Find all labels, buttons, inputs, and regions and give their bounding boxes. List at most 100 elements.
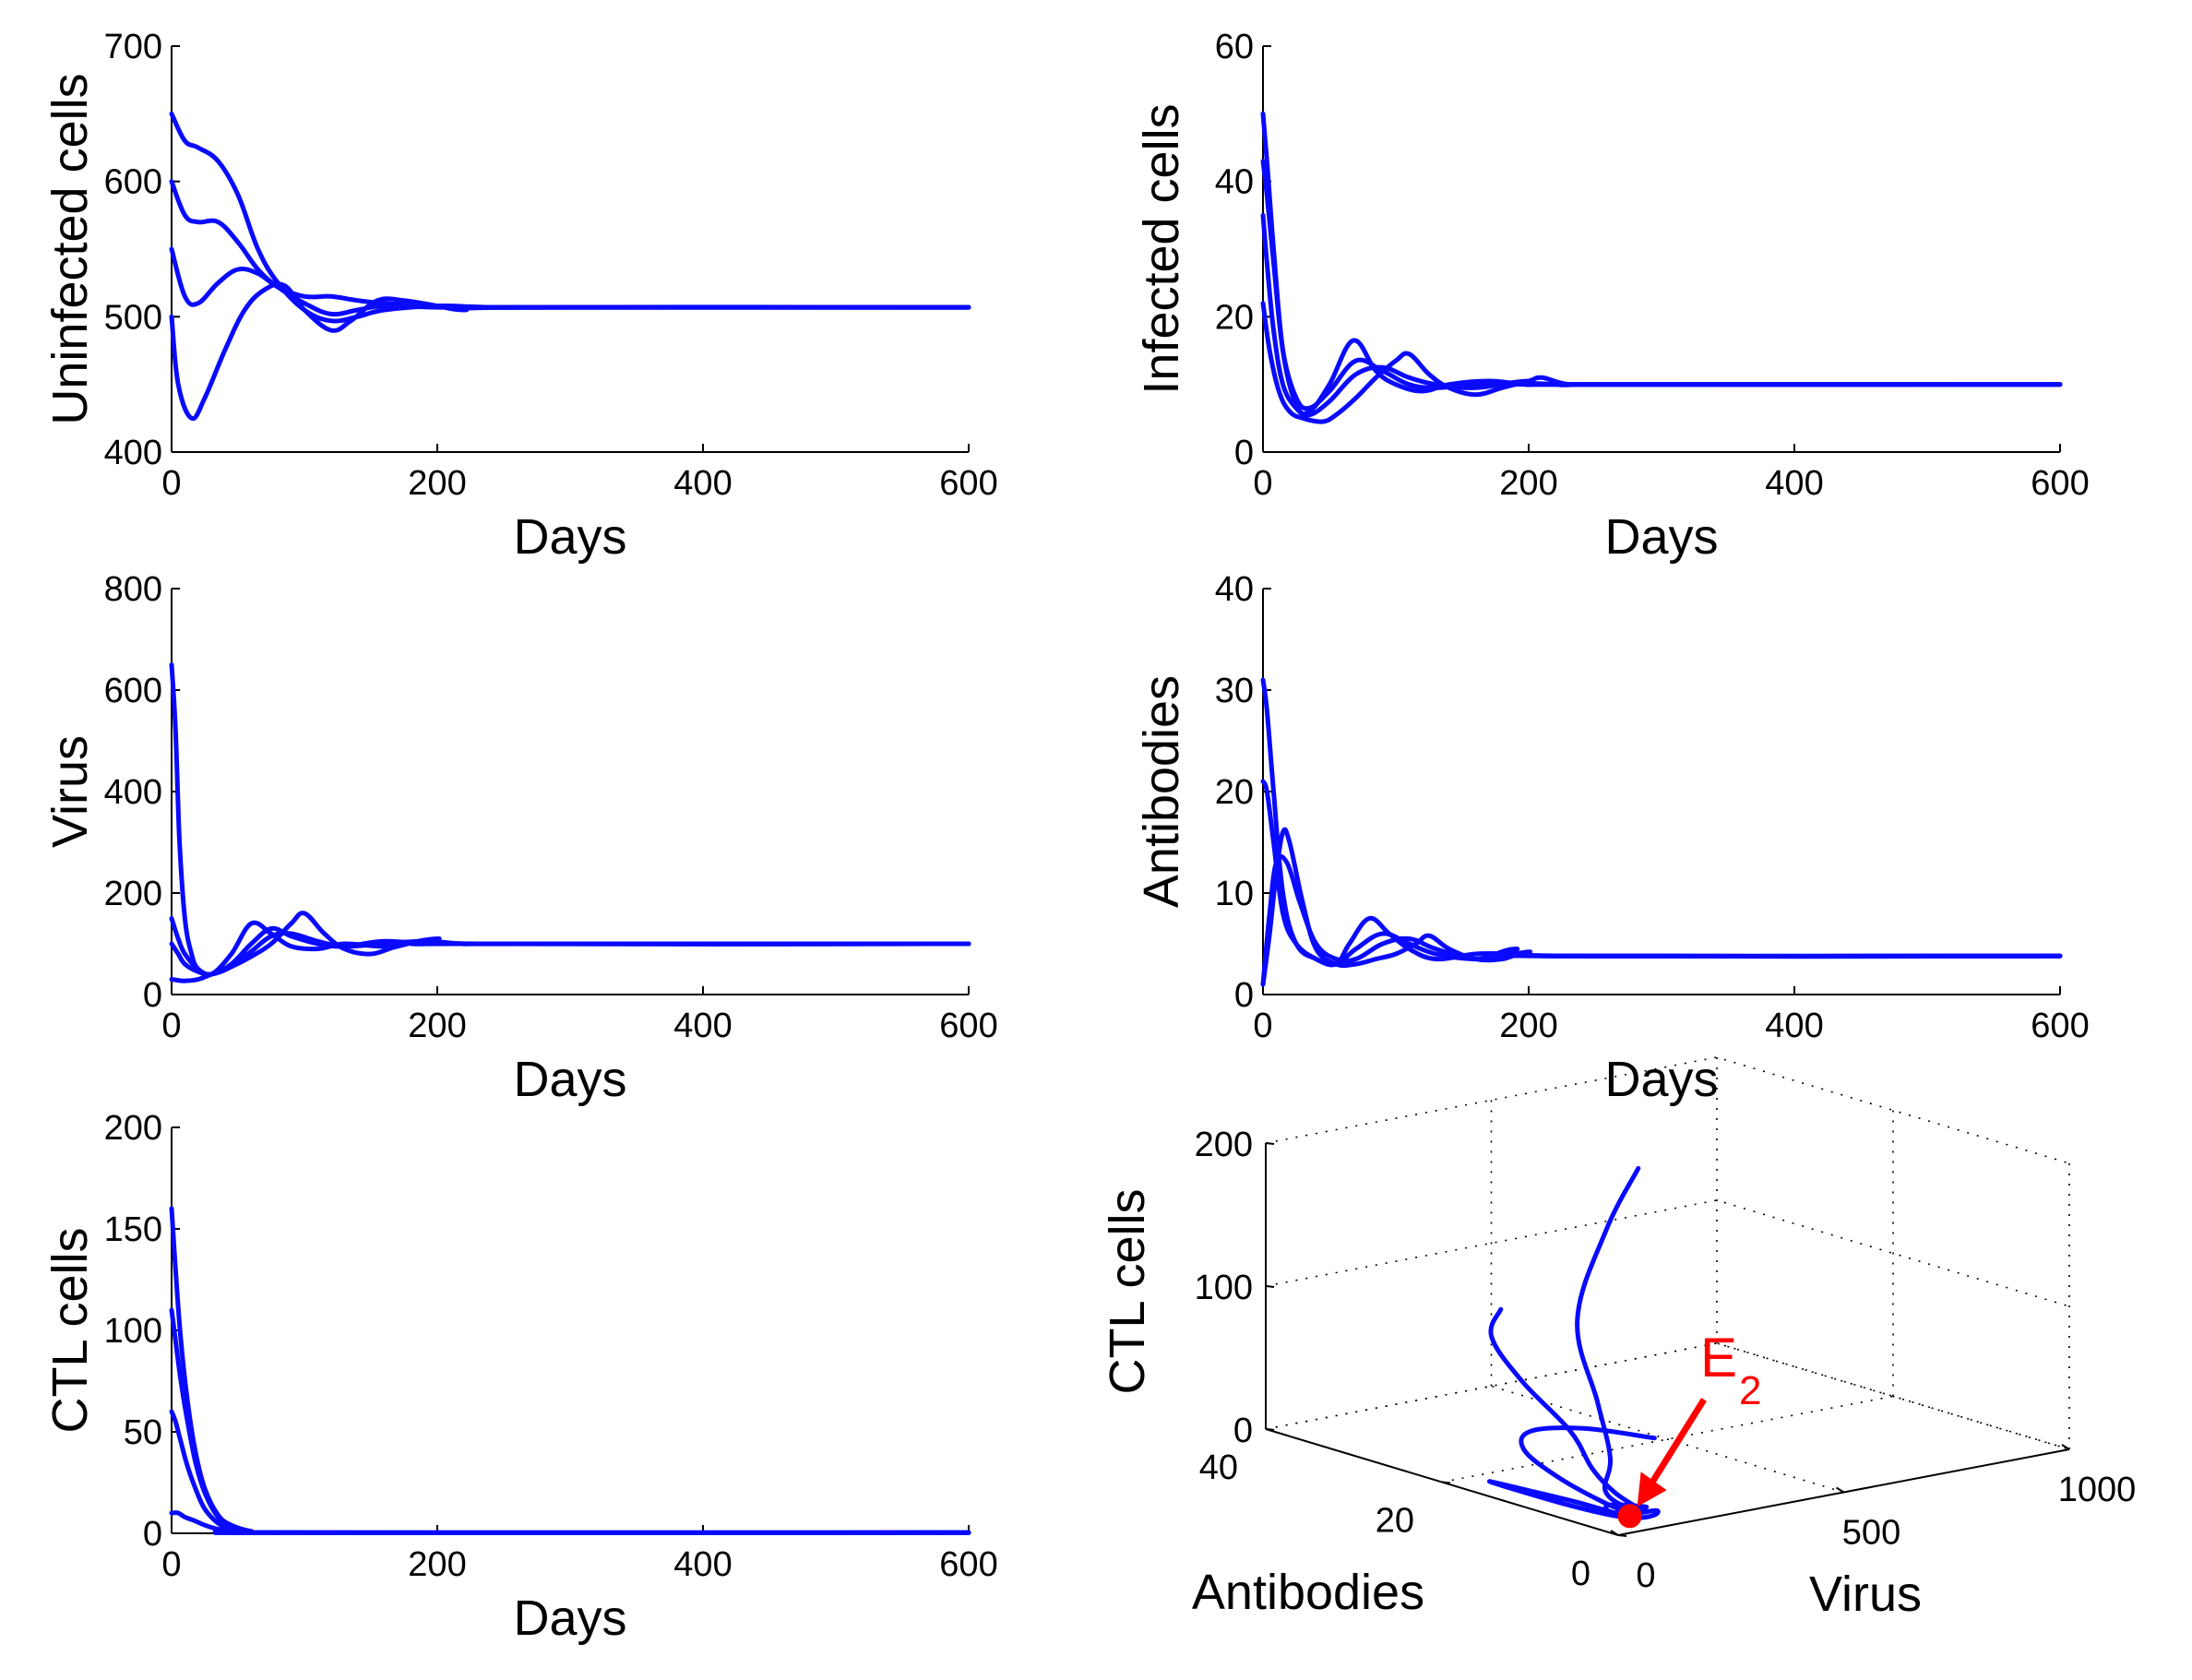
x-tick-label: 0 — [1636, 1556, 1655, 1595]
plot-uninfected: 400 500 600 700 0 200 400 600 Days Uninfected cel… — [42, 28, 998, 565]
x-tick-label: 600 — [2031, 464, 2089, 503]
series-line-ic2 — [169, 1307, 971, 1535]
series-line-ic2 — [1260, 779, 2063, 968]
x-axis-label: Days — [1604, 1052, 1718, 1107]
annotation-subscript: 2 — [1739, 1368, 1761, 1413]
y-axis-label: Uninfected cells — [42, 73, 98, 424]
y-axis-label: Antibodies — [1134, 675, 1189, 908]
series-line-ic1 — [1260, 677, 2063, 968]
z-axis-label: CTL cells — [1100, 1188, 1155, 1394]
z-tick-mark — [1265, 1142, 1275, 1145]
grid-line — [1491, 1385, 1844, 1494]
y-tick-label: 150 — [104, 1210, 162, 1249]
y-tick-label: 400 — [104, 773, 162, 812]
x-axis-label: Virus — [1809, 1567, 1922, 1622]
series-line-ic1 — [169, 662, 971, 978]
y-tick-label: 0 — [1234, 976, 1254, 1015]
grid-line — [1265, 1199, 2070, 1307]
y-tick-label: 50 — [124, 1413, 162, 1452]
y-tick-label: 30 — [1215, 672, 1254, 710]
z-tick-label: 200 — [1195, 1126, 1253, 1164]
x-axis-label: Days — [513, 509, 626, 565]
y-tick-label: 40 — [1215, 163, 1254, 202]
series-line-ic4 — [169, 281, 971, 422]
x-tick-label: 600 — [939, 464, 997, 503]
plot-virus: 0 200 400 600 800 0 200 400 600 Days Virus — [42, 570, 998, 1107]
y-tick-label: 20 — [1215, 298, 1254, 337]
x-tick-label: 200 — [1499, 464, 1557, 503]
y-tick-label: 10 — [1215, 875, 1254, 913]
y-tick-mark — [1617, 1534, 1627, 1537]
x-tick-label: 200 — [408, 1007, 466, 1045]
grid-line — [1265, 1342, 2070, 1450]
series-line-ic4 — [169, 911, 971, 983]
x-axis-label: Days — [513, 1591, 626, 1646]
y-tick-label: 40 — [1199, 1448, 1238, 1487]
x-tick-label: 200 — [1499, 1007, 1557, 1045]
y-axis-label: Antibodies — [1192, 1565, 1424, 1620]
y-tick-label: 500 — [104, 298, 162, 337]
x-tick-label: 200 — [408, 464, 466, 503]
y-axis-label: CTL cells — [42, 1227, 98, 1433]
y-tick-label: 20 — [1376, 1502, 1414, 1541]
x-tick-label: 400 — [673, 1007, 732, 1045]
z-tick-mark — [1265, 1428, 1275, 1431]
x-tick-label: 400 — [1765, 1007, 1823, 1045]
y-tick-label: 600 — [104, 672, 162, 710]
y-tick-label: 60 — [1215, 28, 1254, 66]
annotation-arrow-head — [1637, 1471, 1667, 1507]
x-axis-label: Days — [513, 1052, 626, 1107]
x-tick-label: 0 — [161, 1007, 181, 1045]
y-tick-label: 600 — [104, 163, 162, 202]
x-tick-label: 400 — [1765, 464, 1823, 503]
trajectory-ic4 — [1486, 1479, 1661, 1520]
x-tick-mark — [1610, 1530, 1619, 1536]
x-tick-label: 1000 — [2058, 1471, 2137, 1509]
x-tick-label: 0 — [161, 464, 181, 503]
x-tick-label: 400 — [673, 1545, 732, 1584]
series-line-ic3 — [169, 1409, 971, 1535]
x-tick-label: 600 — [2031, 1007, 2089, 1045]
series-line-ic3 — [169, 931, 971, 977]
series-line-ic4 — [1260, 301, 2063, 424]
z-tick-label: 100 — [1195, 1269, 1253, 1307]
z-tick-label: 0 — [1233, 1412, 1253, 1450]
x-axis-label: Days — [1604, 509, 1718, 565]
grid-line — [1265, 1056, 2070, 1164]
equilibrium-point — [1617, 1504, 1642, 1529]
x-tick-label: 0 — [161, 1545, 181, 1584]
grid-line — [1716, 1342, 2070, 1450]
x-tick-mark — [2061, 1444, 2070, 1450]
x-tick-label: 600 — [939, 1545, 997, 1584]
y-tick-label: 200 — [104, 875, 162, 913]
y-tick-label: 100 — [104, 1312, 162, 1351]
series-line-ic4 — [1260, 827, 2063, 987]
x-tick-label: 400 — [673, 464, 732, 503]
x-tick-label: 0 — [1253, 464, 1272, 503]
y-tick-label: 400 — [104, 434, 162, 472]
y-tick-label: 20 — [1215, 773, 1254, 812]
x-tick-label: 200 — [408, 1545, 466, 1584]
x-tick-label: 500 — [1842, 1514, 1900, 1553]
x-tick-mark — [1835, 1486, 1845, 1494]
y-tick-label: 0 — [143, 976, 162, 1015]
y-tick-label: 0 — [1571, 1555, 1590, 1593]
series-line-ic3 — [1260, 853, 2063, 987]
series-line-ic1 — [169, 1206, 971, 1535]
y-tick-label: 200 — [104, 1109, 162, 1148]
x-tick-label: 0 — [1253, 1007, 1272, 1045]
annotation-label: E — [1700, 1327, 1737, 1388]
z-tick-mark — [1265, 1285, 1275, 1288]
plot-ctl: 0 50 100 150 200 0 200 400 600 Days CTL cells — [42, 1109, 998, 1646]
x-tick-label: 600 — [939, 1007, 997, 1045]
y-axis-label: Infected cells — [1134, 103, 1189, 394]
y-tick-label: 800 — [104, 570, 162, 609]
y-axis-label: Virus — [42, 735, 98, 848]
y-tick-label: 40 — [1215, 570, 1254, 609]
y-tick-label: 700 — [104, 28, 162, 66]
y-tick-label: 0 — [143, 1515, 162, 1554]
